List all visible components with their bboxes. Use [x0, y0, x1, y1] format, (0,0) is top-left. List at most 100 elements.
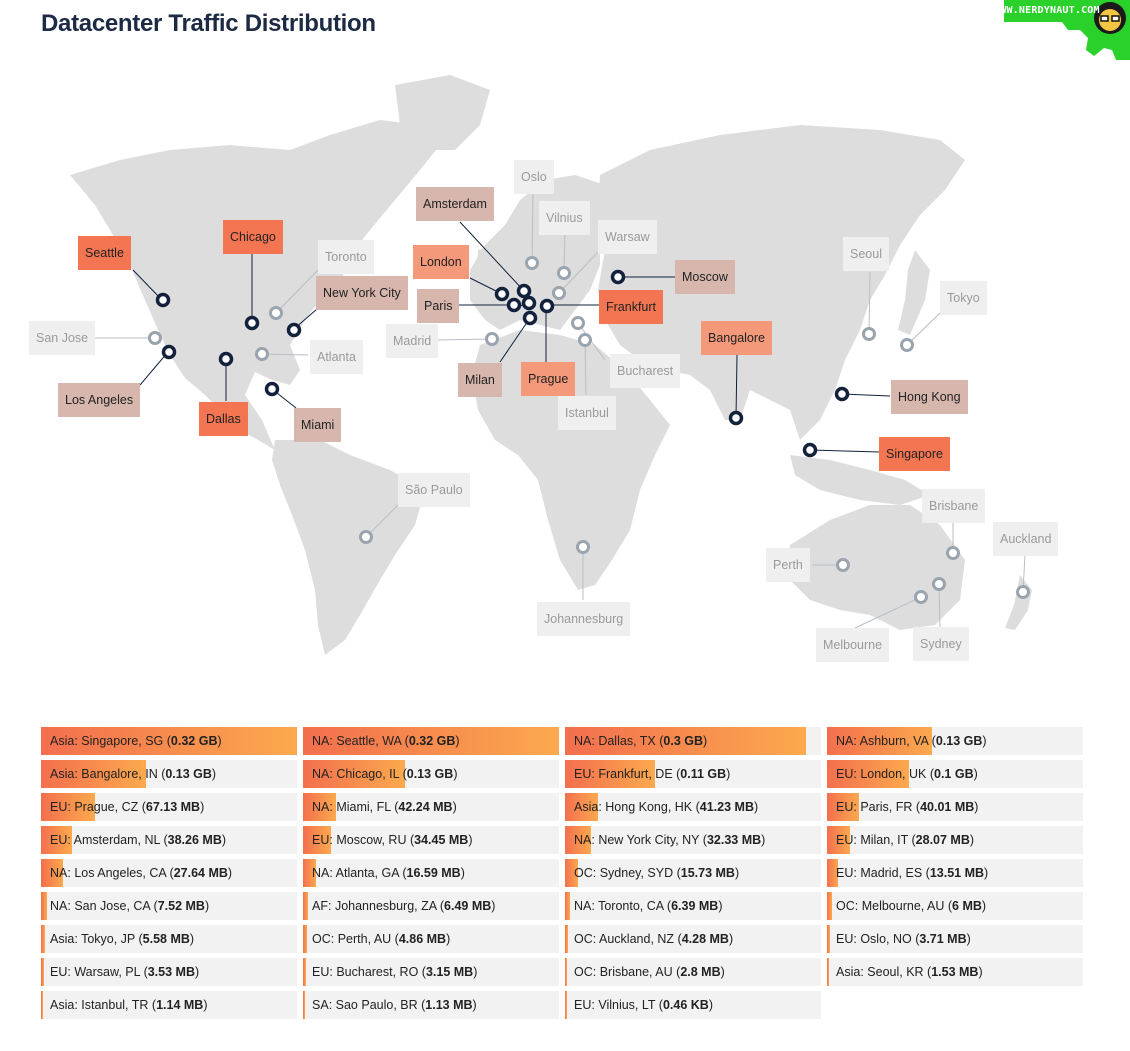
- traffic-region: OC: [574, 932, 593, 946]
- traffic-value: 2.8 MB: [680, 965, 721, 979]
- city-label-amsterdam[interactable]: Amsterdam: [416, 187, 494, 221]
- markers-active: [155, 269, 850, 458]
- traffic-bar: [303, 859, 316, 887]
- traffic-value: 4.86 MB: [398, 932, 447, 946]
- traffic-region: Asia: [50, 767, 75, 781]
- city-label-bucharest[interactable]: Bucharest: [610, 354, 681, 388]
- traffic-place: Toronto, CA: [598, 899, 664, 913]
- city-label-johannesburg[interactable]: Johannesburg: [537, 602, 631, 636]
- traffic-cell: EU: Paris, FR (40.01 MB): [827, 793, 1083, 821]
- marker-amsterdam: [516, 283, 532, 299]
- traffic-bar: [565, 727, 806, 755]
- city-label-chicago[interactable]: Chicago: [223, 220, 283, 254]
- traffic-cell: NA: Dallas, TX (0.3 GB): [565, 727, 821, 755]
- traffic-value: 0.13 GB: [165, 767, 212, 781]
- city-label-paris[interactable]: Paris: [417, 289, 460, 323]
- city-label-prague[interactable]: Prague: [521, 362, 576, 396]
- traffic-place: Brisbane, AU: [599, 965, 673, 979]
- traffic-place: Seoul, KR: [867, 965, 924, 979]
- traffic-value: 32.33 MB: [706, 833, 762, 847]
- traffic-value: 0.13 GB: [935, 734, 983, 748]
- traffic-value: 0.32 GB: [170, 734, 218, 748]
- traffic-bar: [565, 958, 567, 986]
- city-label-seattle[interactable]: Seattle: [78, 236, 131, 270]
- traffic-cell: EU: Prague, CZ (67.13 MB): [41, 793, 297, 821]
- city-label-dallas[interactable]: Dallas: [199, 402, 248, 436]
- marker-singapore: [802, 442, 818, 458]
- city-label-vilnius[interactable]: Vilnius: [539, 201, 590, 235]
- city-label-toronto[interactable]: Toronto: [318, 240, 374, 274]
- traffic-region: EU: [312, 833, 330, 847]
- traffic-value: 0.1 GB: [934, 767, 974, 781]
- traffic-bar: [565, 991, 567, 1019]
- traffic-bar: [565, 892, 570, 920]
- city-label-new-york-city[interactable]: New York City: [316, 276, 408, 310]
- city-label-tokyo[interactable]: Tokyo: [940, 281, 987, 315]
- city-label-frankfurt[interactable]: Frankfurt: [599, 290, 664, 324]
- traffic-region: Asia: [50, 734, 75, 748]
- traffic-label: NA: Dallas, TX (0.3 GB): [574, 734, 708, 748]
- city-label-london[interactable]: London: [413, 245, 469, 279]
- traffic-bar: [565, 925, 568, 953]
- city-label-warsaw[interactable]: Warsaw: [598, 220, 657, 254]
- page-title: Datacenter Traffic Distribution: [41, 10, 376, 37]
- marker-chicago: [244, 315, 260, 331]
- uk-shape: [476, 245, 496, 290]
- traffic-bar: [565, 859, 578, 887]
- traffic-bar: [41, 859, 63, 887]
- traffic-region: NA: [50, 899, 68, 913]
- city-label-singapore[interactable]: Singapore: [879, 437, 950, 471]
- logo-gear-icon: [1004, 0, 1130, 60]
- traffic-label: EU: Paris, FR (40.01 MB): [836, 800, 979, 814]
- city-label-milan[interactable]: Milan: [458, 363, 502, 397]
- traffic-bar: [303, 892, 308, 920]
- traffic-label: Asia: Singapore, SG (0.32 GB): [50, 734, 222, 748]
- city-label-miami[interactable]: Miami: [294, 408, 342, 442]
- city-label-istanbul[interactable]: Istanbul: [558, 396, 616, 430]
- city-label-brisbane[interactable]: Brisbane: [922, 489, 986, 523]
- city-label-seoul[interactable]: Seoul: [843, 237, 889, 271]
- traffic-value: 13.51 MB: [929, 866, 985, 880]
- city-label-bangalore[interactable]: Bangalore: [701, 321, 772, 355]
- traffic-cell: EU: Vilnius, LT (0.46 KB): [565, 991, 821, 1019]
- city-label-atlanta[interactable]: Atlanta: [310, 340, 363, 374]
- traffic-region: NA: [312, 800, 330, 814]
- traffic-bar: [303, 958, 306, 986]
- traffic-cell: NA: New York City, NY (32.33 MB): [565, 826, 821, 854]
- traffic-value: 15.73 MB: [680, 866, 735, 880]
- leader-lines-active: [132, 221, 891, 453]
- traffic-cell: NA: Atlanta, GA (16.59 MB): [303, 859, 559, 887]
- traffic-place: San Jose, CA: [74, 899, 151, 913]
- traffic-cell: Asia: Bangalore, IN (0.13 GB): [41, 760, 297, 788]
- city-label-hong-kong[interactable]: Hong Kong: [891, 380, 968, 414]
- city-label-auckland[interactable]: Auckland: [993, 522, 1059, 556]
- traffic-region: EU: [50, 965, 68, 979]
- marker-warsaw: [552, 286, 566, 300]
- traffic-region: NA: [312, 734, 330, 748]
- traffic-label: Asia: Hong Kong, HK (41.23 MB): [574, 800, 759, 814]
- traffic-label: NA: Toronto, CA (6.39 MB): [574, 899, 723, 913]
- north-america-shape: [70, 120, 440, 450]
- traffic-place: New York City, NY: [598, 833, 700, 847]
- traffic-bar: [827, 958, 829, 986]
- city-label-oslo[interactable]: Oslo: [514, 160, 554, 194]
- traffic-bar: [41, 826, 72, 854]
- city-label-sao-paulo[interactable]: São Paulo: [398, 473, 470, 507]
- city-label-moscow[interactable]: Moscow: [675, 260, 735, 294]
- greenland-shape: [395, 75, 490, 150]
- city-label-melbourne[interactable]: Melbourne: [816, 628, 890, 662]
- traffic-label: NA: Chicago, IL (0.13 GB): [312, 767, 458, 781]
- city-label-sydney[interactable]: Sydney: [913, 627, 969, 661]
- traffic-cell: EU: Milan, IT (28.07 MB): [827, 826, 1083, 854]
- traffic-label: EU: Vilnius, LT (0.46 KB): [574, 998, 713, 1012]
- traffic-region: EU: [836, 833, 854, 847]
- city-label-madrid[interactable]: Madrid: [386, 324, 439, 358]
- traffic-cell: NA: Chicago, IL (0.13 GB): [303, 760, 559, 788]
- city-label-los-angeles[interactable]: Los Angeles: [58, 383, 141, 417]
- traffic-value: 16.59 MB: [406, 866, 461, 880]
- traffic-region: NA: [312, 767, 330, 781]
- city-label-san-jose[interactable]: San Jose: [29, 321, 96, 355]
- city-label-perth[interactable]: Perth: [766, 548, 810, 582]
- japan-shape: [898, 250, 930, 335]
- traffic-bar: [827, 727, 932, 755]
